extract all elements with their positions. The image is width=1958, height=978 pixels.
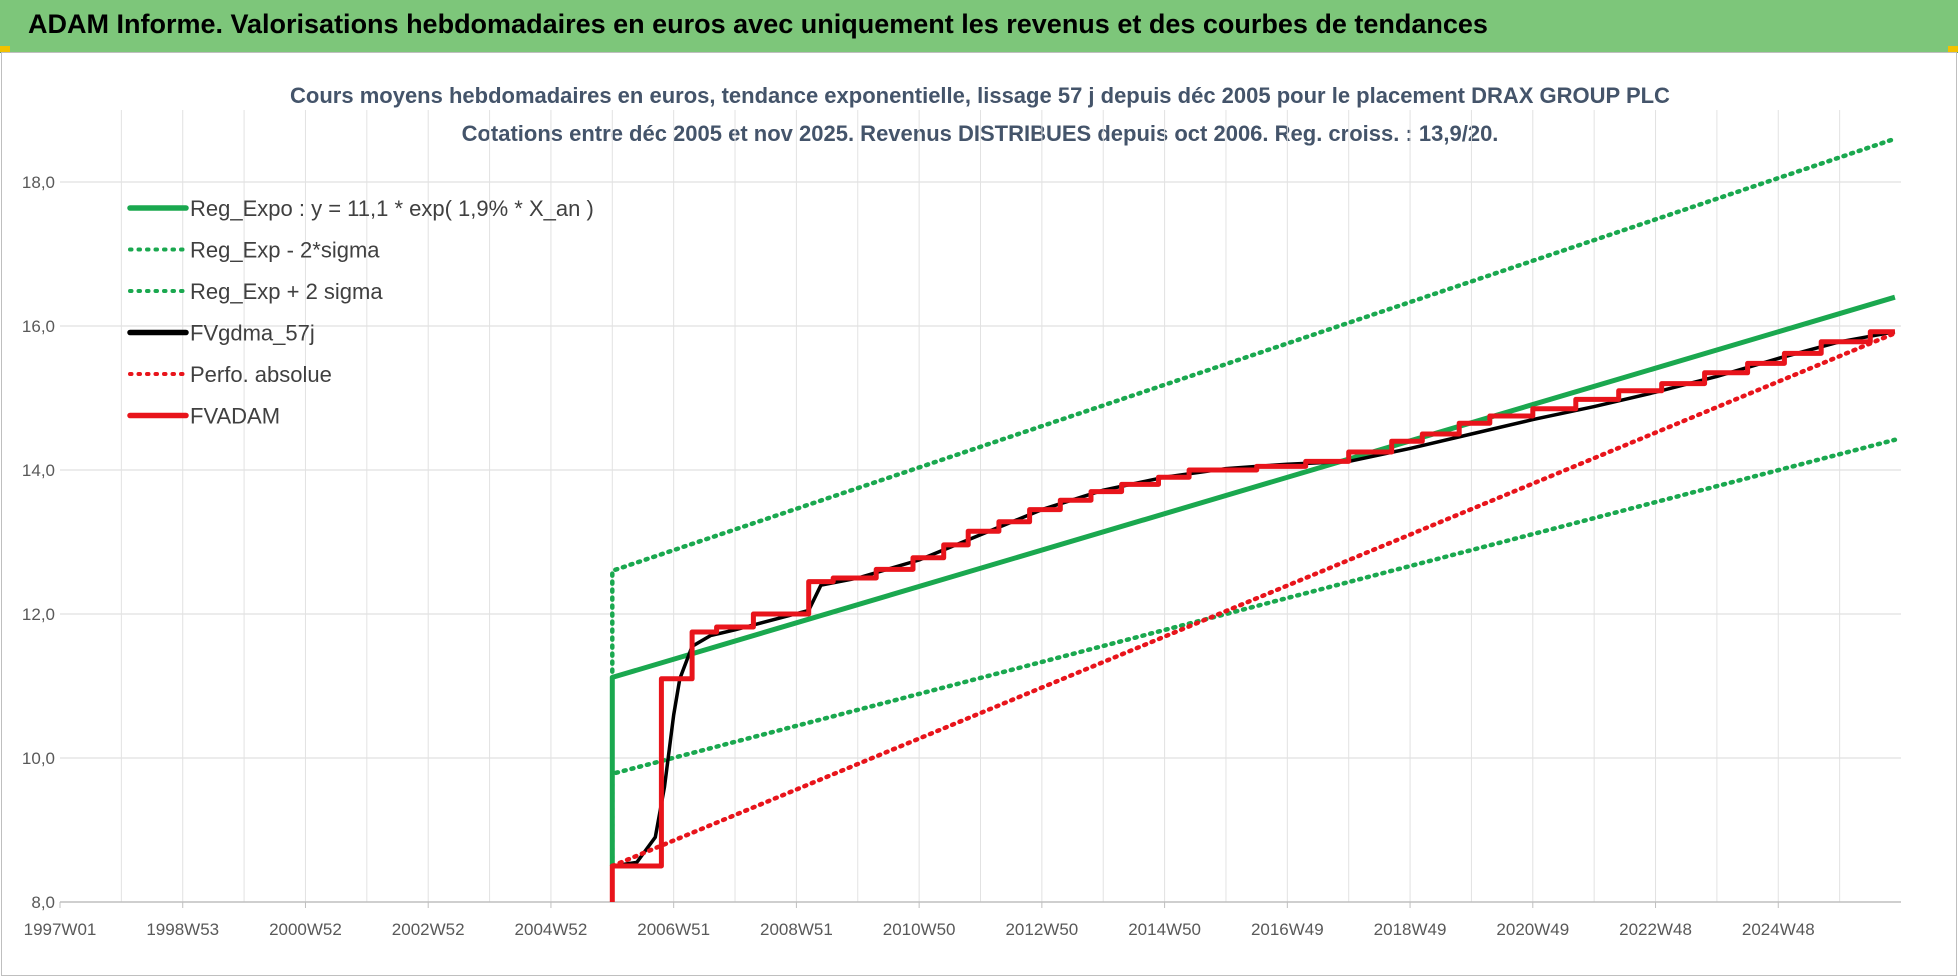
series-line [610,437,1898,869]
x-tick-label: 2024W48 [1742,920,1815,939]
series-line [610,330,1898,869]
x-tick-label: 2000W52 [269,920,342,939]
x-tick-label: 2022W48 [1619,920,1692,939]
legend-label: Reg_Expo : y = 11,1 * exp( 1,9% * X_an ) [190,196,594,221]
report-title: ADAM Informe. Valorisations hebdomadaire… [28,9,1488,39]
chart-title: Cours moyens hebdomadaires en euros, ten… [290,83,1670,108]
report-banner: ADAM Informe. Valorisations hebdomadaire… [0,0,1958,53]
x-tick-label: 2004W52 [515,920,588,939]
legend-label: Perfo. absolue [190,362,332,387]
x-tick-label: 2016W49 [1251,920,1324,939]
x-tick-label: 1998W53 [146,920,219,939]
x-tick-label: 1997W01 [24,920,97,939]
x-tick-label: 2008W51 [760,920,833,939]
x-tick-label: 2002W52 [392,920,465,939]
x-tick-label: 2020W49 [1496,920,1569,939]
x-tick-label: 2014W50 [1128,920,1201,939]
y-tick-label: 16,0 [22,317,55,336]
x-tick-label: 2010W50 [883,920,956,939]
y-tick-label: 14,0 [22,461,55,480]
legend-label: FVADAM [190,404,280,429]
corner-mark-left [0,46,10,52]
y-tick-label: 18,0 [22,173,55,192]
legend-label: FVgdma_57j [190,321,315,346]
y-tick-label: 8,0 [31,893,55,912]
y-tick-label: 12,0 [22,605,55,624]
x-tick-label: 2012W50 [1005,920,1078,939]
corner-mark-right [1948,46,1958,52]
legend-label: Reg_Exp + 2 sigma [190,279,383,304]
x-tick-label: 2018W49 [1374,920,1447,939]
legend-label: Reg_Exp - 2*sigma [190,238,380,263]
x-tick-label: 2006W51 [637,920,710,939]
series-line [609,329,1895,902]
chart-frame [1,52,1957,976]
series-line [610,136,1898,674]
y-tick-label: 10,0 [22,749,55,768]
